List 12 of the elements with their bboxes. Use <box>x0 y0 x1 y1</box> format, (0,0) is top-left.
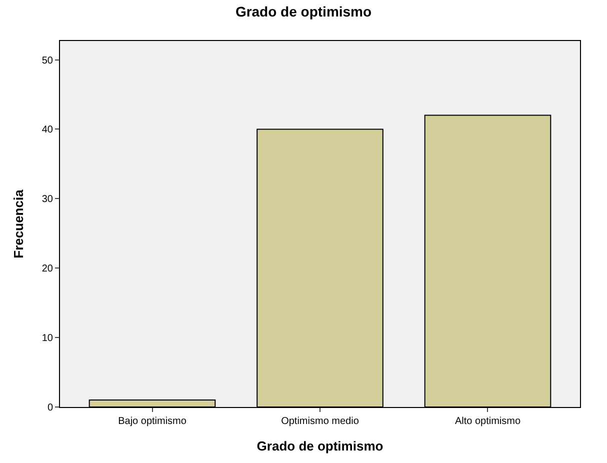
y-tick-label: 20 <box>42 264 54 275</box>
y-tick-label: 50 <box>42 55 54 66</box>
x-tick-label: Alto optimismo <box>454 416 521 427</box>
y-axis-title: Frecuencia <box>10 188 26 258</box>
y-tick-label: 0 <box>47 402 54 414</box>
x-tick-label: Optimismo medio <box>281 416 360 427</box>
y-tick-label: 30 <box>42 194 54 206</box>
x-axis-title: Grado de optimismo <box>256 438 384 454</box>
y-tick-label: 10 <box>42 333 54 344</box>
y-tick-label: 40 <box>42 124 54 136</box>
x-tick-label: Bajo optimismo <box>118 416 187 427</box>
chart-title: Grado de optimismo <box>235 4 372 20</box>
